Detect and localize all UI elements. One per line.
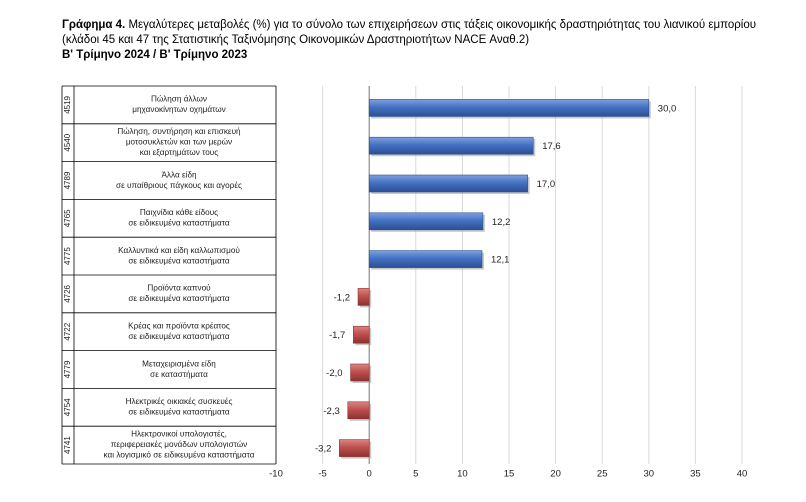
category-label: Μεταχειρισμένα είδη σε καταστήματα: [142, 359, 216, 379]
bar: [347, 401, 370, 420]
category-label-line: περιφερειακές μονάδων υπολογιστών: [111, 440, 247, 449]
category-label: Άλλα είδη σε υπαίθριους πάγκους και αγορέ…: [116, 170, 242, 190]
category-table: 4519 Πώληση άλλων μηχανοκίνητων οχημάτων 45…: [61, 85, 277, 465]
category-label-line: και λογισμικό σε ειδικευμένα καταστήματα: [104, 451, 255, 460]
chart-period: Β' Τρίμηνο 2024 / Β' Τρίμηνο 2023: [62, 49, 248, 61]
category-label-line: σε ειδικευμένα καταστήματα: [128, 219, 230, 228]
bar: [368, 136, 534, 155]
bar: [368, 174, 528, 193]
x-tick-label: 15: [504, 469, 515, 480]
category-label-line: Κρέας και προϊόντα κρέατος: [128, 322, 230, 331]
data-label: 17,6: [542, 141, 561, 152]
x-tick-label: 30: [644, 469, 655, 480]
category-label: Κρέας και προϊόντα κρέατος σε ειδικευμένα…: [128, 322, 230, 342]
data-label: 30,0: [658, 103, 677, 114]
category-label: Πώληση άλλων μηχανοκίνητων οχημάτων: [132, 95, 225, 115]
category-label: Προϊόντα καπνού σε ειδικευμένα καταστήματ…: [128, 284, 230, 304]
data-label: 17,0: [537, 179, 556, 190]
category-code: 4789: [63, 171, 72, 189]
category-label-line: σε ειδικευμένα καταστήματα: [128, 408, 230, 417]
x-axis-ticks: -10 -5 0 5 10 15 20 25 30 35 40: [269, 469, 747, 480]
category-label-line: Πώληση, συντήρηση και επισκευή: [117, 127, 241, 136]
category-label-line: σε ειδικευμένα καταστήματα: [128, 332, 230, 341]
category-label: Παιχνίδια κάθε είδους σε ειδικευμένα κατα…: [128, 208, 230, 228]
bar: [357, 288, 370, 306]
x-tick-label: 5: [413, 469, 418, 480]
bar: [353, 325, 370, 344]
category-label-line: Προϊόντα καπνού: [147, 284, 211, 293]
x-tick-label: 10: [457, 469, 468, 480]
x-tick-label: 0: [367, 469, 372, 480]
category-label-line: σε ειδικευμένα καταστήματα: [128, 257, 230, 266]
bars: [339, 99, 651, 459]
data-label: -2,0: [326, 368, 342, 379]
category-code: 4722: [63, 322, 72, 340]
data-label: -1,2: [334, 292, 350, 303]
data-label: 12,2: [492, 217, 511, 228]
chart-title-block: Γράφημα 4. Μεγαλύτερες μεταβολές (%) για…: [62, 18, 782, 63]
category-code: 4775: [63, 247, 72, 265]
category-label-line: Καλλυντικά και είδη καλλωπισμού: [118, 246, 240, 255]
category-label: Ηλεκτρονικοί υπολογιστές, περιφερειακές μ…: [104, 430, 255, 460]
category-label-line: μηχανοκίνητων οχημάτων: [132, 105, 225, 114]
value-labels: 30,0 17,6 17,0 12,2 12,1 -1,2 -1,7 -2,0 -2,3 -3,2: [315, 103, 676, 454]
chart-number: Γράφημα 4.: [62, 19, 126, 31]
category-label-line: σε καταστήματα: [150, 370, 208, 379]
x-tick-label: 35: [690, 469, 701, 480]
data-label: -1,7: [329, 330, 345, 341]
category-label-line: Μεταχειρισμένα είδη: [142, 359, 216, 368]
category-code: 4779: [63, 360, 72, 378]
category-code: 4741: [63, 436, 72, 454]
category-code: 4540: [63, 133, 72, 151]
category-code: 4726: [63, 284, 72, 302]
bar: [368, 250, 483, 268]
category-label: Ηλεκτρικές οικιακές συσκευές σε ειδικευμέ…: [126, 397, 233, 417]
category-label-line: και εξαρτημάτων τους: [140, 148, 218, 157]
category-label-line: σε ειδικευμένα καταστήματα: [128, 294, 230, 303]
x-tick-label: 40: [737, 469, 748, 480]
category-label-line: Ηλεκτρονικοί υπολογιστές,: [131, 430, 227, 439]
chart-title: Μεγαλύτερες μεταβολές (%) για το σύνολο …: [62, 19, 757, 46]
x-tick-label: -10: [269, 469, 283, 480]
bar: [350, 363, 370, 382]
bar: [368, 99, 650, 117]
data-label: -3,2: [315, 444, 331, 455]
category-label-line: Ηλεκτρικές οικιακές συσκευές: [126, 397, 233, 406]
grid-lines: [275, 86, 743, 464]
x-tick-label: 25: [597, 469, 608, 480]
category-label: Πώληση, συντήρηση και επισκευή μοτοσυκλετ…: [117, 127, 241, 157]
data-label: 12,1: [491, 255, 510, 266]
x-tick-label: -5: [318, 469, 326, 480]
data-label: -2,3: [323, 406, 339, 417]
category-code: 4519: [63, 95, 72, 113]
category-code: 4754: [63, 398, 72, 416]
category-label-line: σε υπαίθριους πάγκους και αγορές: [116, 181, 242, 190]
category-label-line: Πώληση άλλων: [151, 95, 207, 104]
category-label-line: μοτοσυκλετών και των μερών: [126, 138, 232, 147]
category-label: Καλλυντικά και είδη καλλωπισμού σε ειδικε…: [118, 246, 240, 266]
bar: [339, 439, 370, 457]
category-label-line: Παιχνίδια κάθε είδους: [140, 208, 218, 217]
bar: [368, 212, 484, 231]
category-label-line: Άλλα είδη: [161, 170, 197, 179]
category-code: 4765: [63, 209, 72, 227]
x-tick-label: 20: [550, 469, 561, 480]
